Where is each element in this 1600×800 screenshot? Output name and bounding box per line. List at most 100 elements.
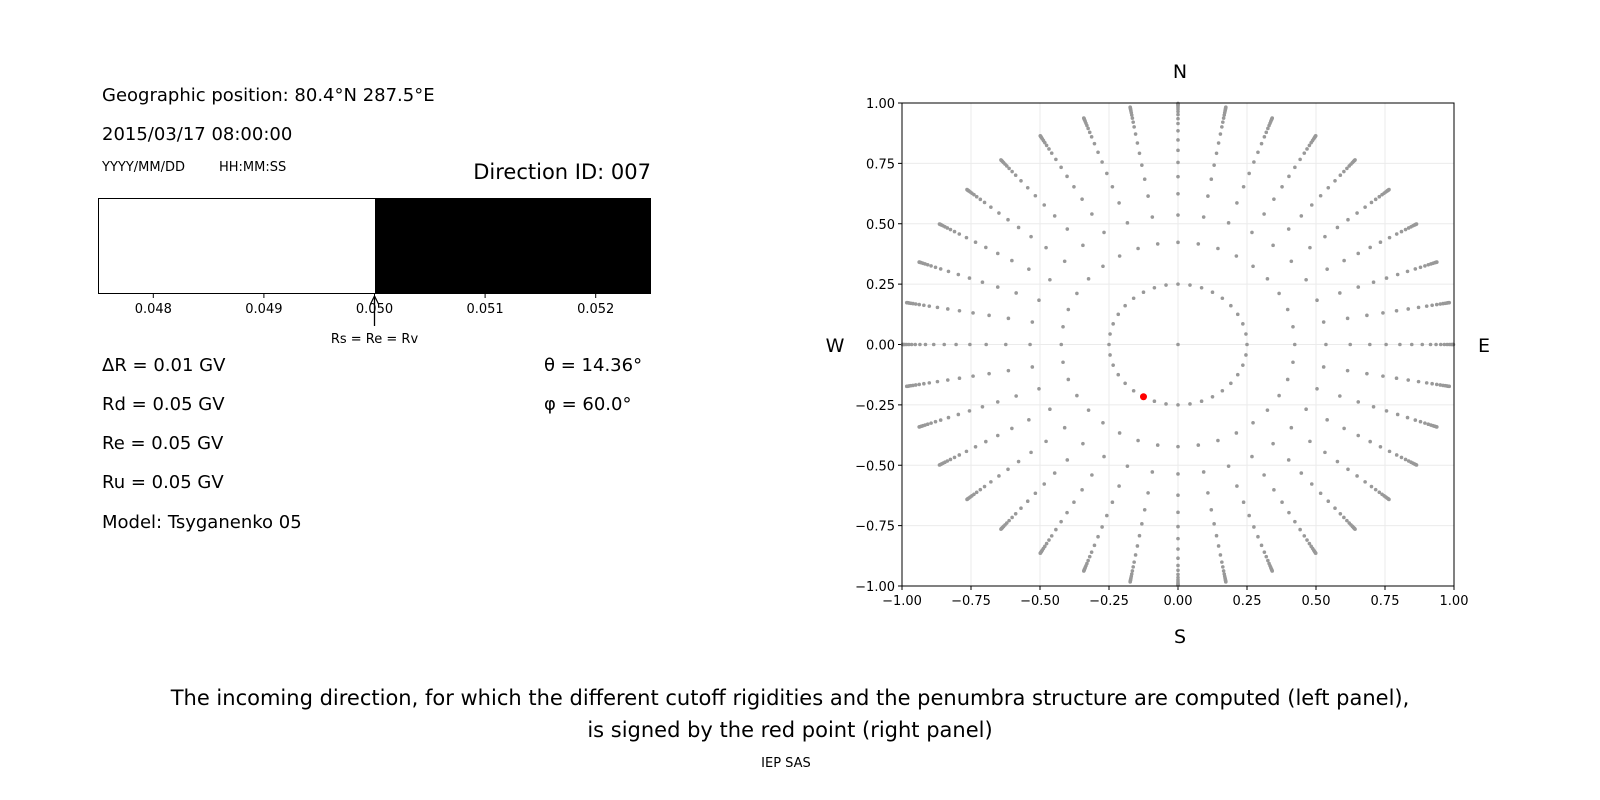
grid-point xyxy=(1451,342,1456,347)
grid-point xyxy=(1324,342,1328,347)
grid-point xyxy=(1307,541,1312,546)
datetime: 2015/03/17 08:00:00 xyxy=(102,124,293,145)
grid-point xyxy=(1355,474,1359,478)
grid-point xyxy=(917,382,922,387)
grid-point xyxy=(1272,197,1276,201)
grid-point xyxy=(1048,407,1052,412)
grid-point xyxy=(1338,394,1342,398)
grid-point xyxy=(1108,332,1112,336)
grid-point xyxy=(1059,519,1063,524)
grid-point xyxy=(927,381,932,385)
grid-point xyxy=(1387,235,1392,240)
grid-point xyxy=(1409,342,1414,347)
grid-point xyxy=(1365,371,1369,376)
grid-point xyxy=(1086,277,1091,281)
y-tick-label: 1.00 xyxy=(866,97,895,112)
grid-point xyxy=(1176,556,1180,561)
grid-point xyxy=(1019,178,1023,183)
grid-point xyxy=(1081,243,1085,248)
grid-point xyxy=(1234,254,1239,258)
grid-point xyxy=(1406,307,1411,311)
grid-point xyxy=(1075,291,1079,296)
grid-point xyxy=(1224,105,1228,109)
grid-point xyxy=(1333,178,1337,183)
grid-point xyxy=(1447,300,1452,305)
grid-point xyxy=(1072,500,1076,504)
grid-point xyxy=(1309,482,1314,486)
grid-point xyxy=(1044,439,1048,444)
grid-point xyxy=(1266,126,1270,131)
grid-point xyxy=(1042,203,1047,207)
grid-point xyxy=(1044,143,1049,148)
grid-point xyxy=(1176,510,1180,515)
grid-point xyxy=(1176,148,1180,153)
grid-point xyxy=(1256,534,1260,539)
grid-point xyxy=(1271,441,1275,446)
grid-point xyxy=(937,222,942,226)
grid-point xyxy=(1087,554,1092,559)
grid-point xyxy=(1356,285,1361,289)
grid-point xyxy=(989,480,993,484)
grid-point xyxy=(1247,513,1251,518)
grid-point xyxy=(1291,324,1295,329)
grid-point xyxy=(1136,246,1140,251)
grid-point xyxy=(1291,360,1295,365)
grid-point xyxy=(1286,227,1291,231)
grid-point xyxy=(1075,393,1079,398)
credit: IEP SAS xyxy=(761,756,811,771)
grid-point xyxy=(922,303,926,308)
grid-point xyxy=(978,197,983,202)
grid-point xyxy=(1105,171,1109,176)
grid-point xyxy=(1176,138,1180,142)
grid-point xyxy=(1395,412,1400,417)
grid-point xyxy=(982,200,987,205)
grid-point xyxy=(1423,264,1427,268)
grid-point xyxy=(1164,283,1168,287)
grid-point xyxy=(1037,386,1041,391)
grid-point xyxy=(913,302,918,306)
rigidity-bar-forbidden-segment xyxy=(374,199,650,293)
caption-line-2: is signed by the red point (right panel) xyxy=(587,718,993,742)
grid-point xyxy=(1105,513,1109,518)
grid-point xyxy=(913,383,918,387)
grid-point xyxy=(1326,186,1331,190)
grid-point xyxy=(1037,298,1041,303)
compass-east: E xyxy=(1478,335,1490,357)
grid-point xyxy=(965,187,969,192)
grid-point xyxy=(1394,376,1399,381)
grid-point xyxy=(1092,141,1097,146)
grid-point xyxy=(1315,386,1319,391)
grid-point xyxy=(1335,225,1340,230)
grid-point xyxy=(1293,165,1297,170)
grid-point xyxy=(1299,214,1304,218)
grid-point xyxy=(1065,227,1070,231)
grid-point xyxy=(1345,368,1350,373)
grid-point xyxy=(1285,377,1290,382)
grid-point xyxy=(987,371,991,376)
grid-point xyxy=(1325,418,1329,422)
grid-point xyxy=(1355,211,1359,215)
grid-point xyxy=(1087,130,1092,135)
grid-point xyxy=(1271,243,1275,248)
grid-point xyxy=(1369,200,1374,205)
grid-point xyxy=(1318,491,1323,496)
grid-point xyxy=(957,308,962,313)
grid-point xyxy=(997,474,1001,478)
grid-point xyxy=(1214,151,1219,156)
grid-point xyxy=(1371,280,1376,285)
grid-point xyxy=(1176,472,1180,476)
grid-point xyxy=(1029,450,1033,455)
grid-point xyxy=(1235,484,1239,488)
grid-point xyxy=(1081,441,1085,446)
grid-point xyxy=(1201,215,1206,219)
grid-point xyxy=(1006,316,1011,321)
y-tick-label: 0.00 xyxy=(866,339,895,354)
grid-point xyxy=(1176,493,1180,497)
grid-point xyxy=(1081,116,1086,120)
grid-point xyxy=(1373,487,1378,492)
grid-point xyxy=(1342,169,1346,174)
grid-point xyxy=(1216,246,1220,251)
grid-point xyxy=(1218,132,1223,136)
grid-point xyxy=(933,419,938,424)
grid-point xyxy=(1345,518,1349,523)
